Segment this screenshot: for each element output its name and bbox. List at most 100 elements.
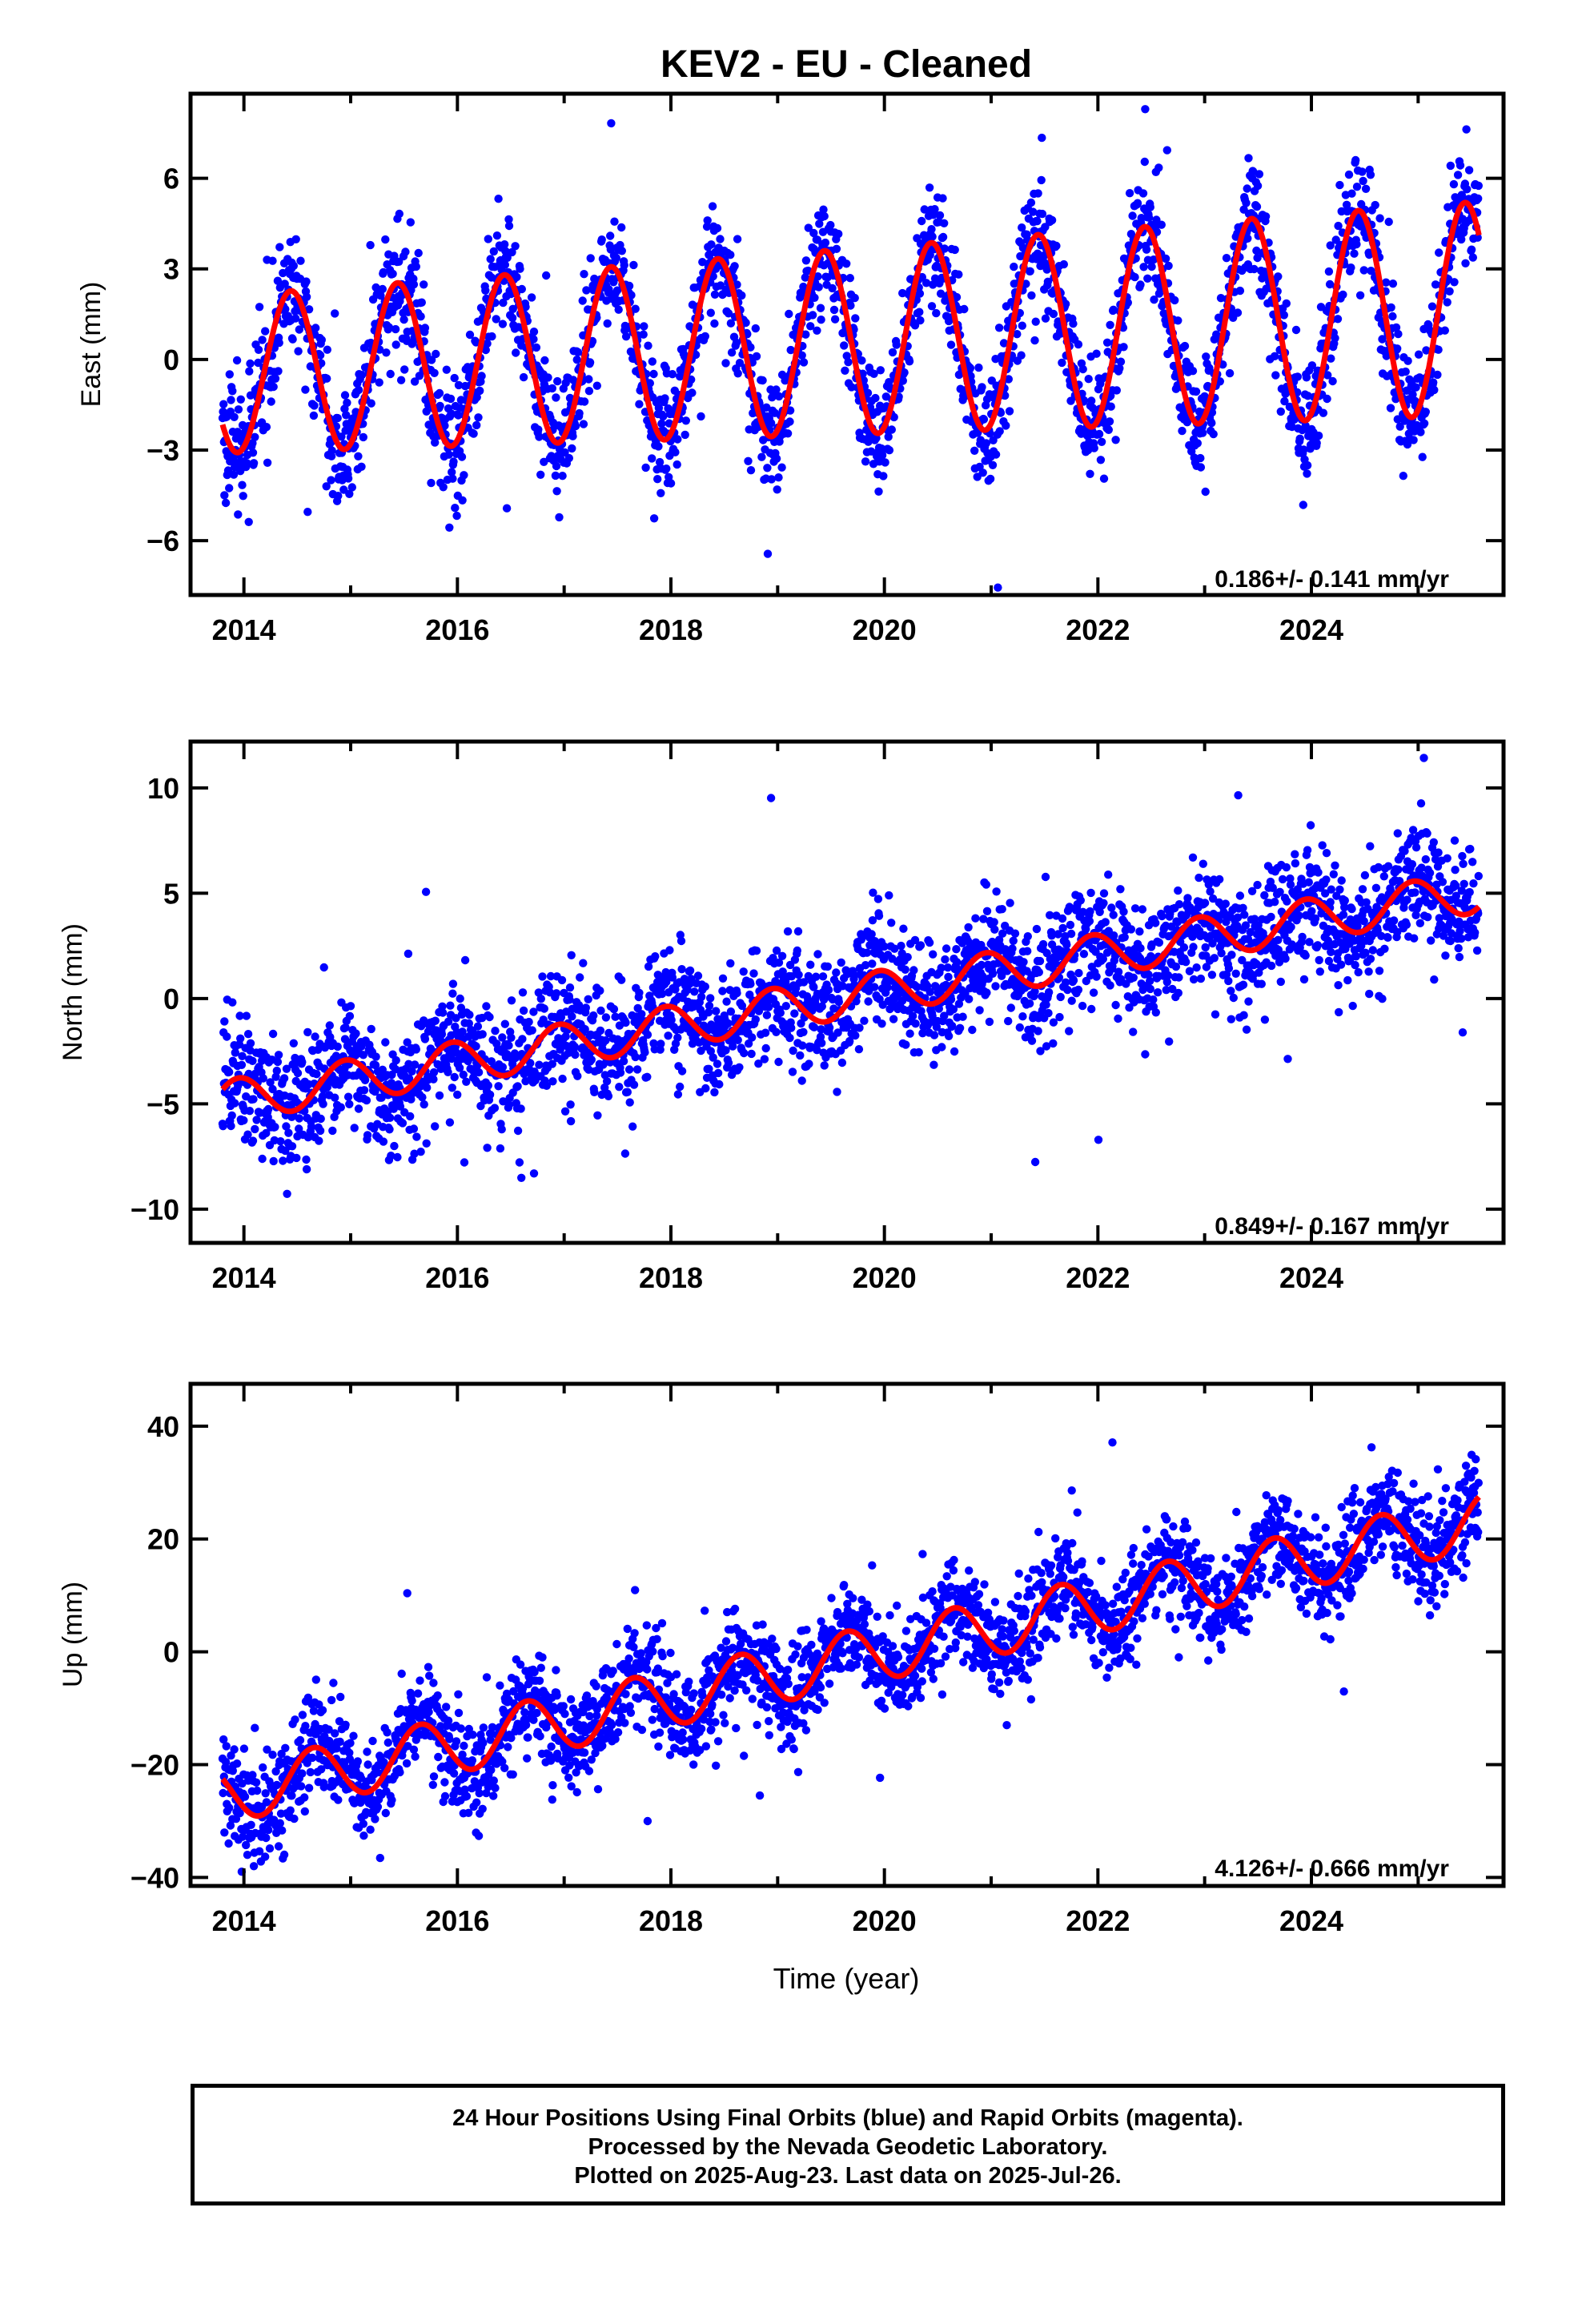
data-point bbox=[1114, 1014, 1122, 1023]
data-point bbox=[1114, 967, 1123, 976]
data-point bbox=[612, 253, 620, 263]
data-point bbox=[1163, 971, 1173, 980]
data-point bbox=[952, 292, 962, 302]
data-point bbox=[982, 439, 991, 448]
data-point bbox=[914, 1047, 923, 1057]
data-point bbox=[558, 472, 567, 480]
data-point bbox=[508, 247, 516, 257]
data-point bbox=[1295, 434, 1304, 443]
data-point bbox=[557, 975, 567, 985]
data-point bbox=[804, 223, 813, 232]
data-point bbox=[1044, 987, 1054, 997]
data-point bbox=[664, 1031, 673, 1040]
data-point bbox=[1049, 309, 1058, 319]
data-point bbox=[245, 367, 254, 376]
data-point bbox=[982, 907, 992, 916]
data-point bbox=[909, 966, 918, 975]
data-point bbox=[1188, 367, 1198, 376]
data-point bbox=[1421, 408, 1431, 416]
data-point bbox=[551, 471, 560, 480]
data-point bbox=[1005, 407, 1014, 416]
data-point bbox=[456, 994, 464, 1003]
data-point bbox=[917, 216, 926, 226]
data-point bbox=[1179, 943, 1189, 952]
data-point bbox=[404, 949, 413, 959]
data-point bbox=[884, 432, 893, 441]
data-point bbox=[701, 332, 709, 341]
data-point bbox=[978, 383, 986, 392]
data-point bbox=[1090, 444, 1098, 452]
data-point bbox=[1324, 267, 1334, 276]
east-model-curve bbox=[219, 199, 1482, 456]
data-point bbox=[472, 392, 481, 402]
data-point bbox=[932, 308, 941, 318]
data-point bbox=[821, 238, 830, 247]
data-point bbox=[281, 304, 290, 314]
data-point bbox=[877, 1019, 886, 1028]
data-point bbox=[532, 343, 541, 352]
data-point bbox=[499, 298, 508, 308]
data-point bbox=[988, 969, 998, 979]
data-point bbox=[991, 982, 1000, 991]
data-point bbox=[1116, 885, 1125, 894]
data-point bbox=[916, 941, 926, 950]
data-point bbox=[444, 1068, 452, 1077]
data-point bbox=[544, 373, 552, 382]
data-point bbox=[746, 466, 756, 475]
data-point bbox=[1416, 428, 1425, 436]
data-point bbox=[845, 274, 855, 283]
data-point bbox=[1023, 932, 1033, 941]
data-point bbox=[1058, 358, 1066, 368]
data-point bbox=[705, 1001, 714, 1011]
data-point bbox=[379, 1137, 388, 1146]
data-point bbox=[359, 432, 367, 442]
data-point bbox=[994, 324, 1004, 332]
data-point bbox=[246, 1039, 255, 1048]
data-point bbox=[431, 438, 440, 447]
data-point bbox=[382, 348, 391, 357]
y-tick-label: 3 bbox=[163, 253, 179, 286]
data-point bbox=[1174, 316, 1182, 325]
data-point bbox=[1192, 963, 1201, 972]
data-point bbox=[830, 315, 840, 324]
data-point bbox=[293, 1068, 303, 1078]
data-point bbox=[262, 1128, 271, 1138]
data-point bbox=[580, 270, 588, 279]
x-tick-label: 2020 bbox=[853, 613, 917, 646]
data-point bbox=[991, 450, 1001, 459]
data-point bbox=[473, 1022, 483, 1031]
data-point bbox=[1252, 246, 1261, 255]
data-point bbox=[446, 394, 456, 404]
data-point bbox=[1133, 199, 1142, 207]
data-point bbox=[617, 223, 626, 232]
data-point bbox=[793, 946, 801, 955]
data-point bbox=[1087, 396, 1096, 405]
data-point bbox=[242, 1011, 251, 1020]
data-point bbox=[708, 202, 717, 211]
data-point bbox=[718, 974, 728, 983]
data-point bbox=[1467, 245, 1476, 254]
data-point bbox=[1205, 364, 1214, 372]
data-point bbox=[363, 1131, 372, 1140]
data-point bbox=[422, 1139, 431, 1148]
data-point bbox=[511, 242, 520, 251]
data-point bbox=[861, 457, 870, 466]
data-point bbox=[1026, 198, 1036, 207]
data-point bbox=[813, 326, 821, 335]
data-point bbox=[1449, 179, 1459, 189]
data-point bbox=[1066, 920, 1075, 930]
data-point bbox=[1359, 176, 1367, 186]
data-point bbox=[535, 432, 544, 441]
data-point bbox=[1252, 202, 1262, 211]
data-point bbox=[568, 1012, 576, 1021]
data-point bbox=[806, 960, 815, 969]
data-point bbox=[721, 359, 730, 368]
data-point bbox=[761, 1043, 770, 1053]
data-point bbox=[284, 1128, 293, 1137]
data-point bbox=[1235, 891, 1245, 900]
data-point bbox=[944, 972, 953, 982]
data-point bbox=[596, 1026, 605, 1035]
data-point bbox=[484, 235, 492, 243]
data-point bbox=[1128, 211, 1137, 220]
data-point bbox=[401, 247, 410, 256]
